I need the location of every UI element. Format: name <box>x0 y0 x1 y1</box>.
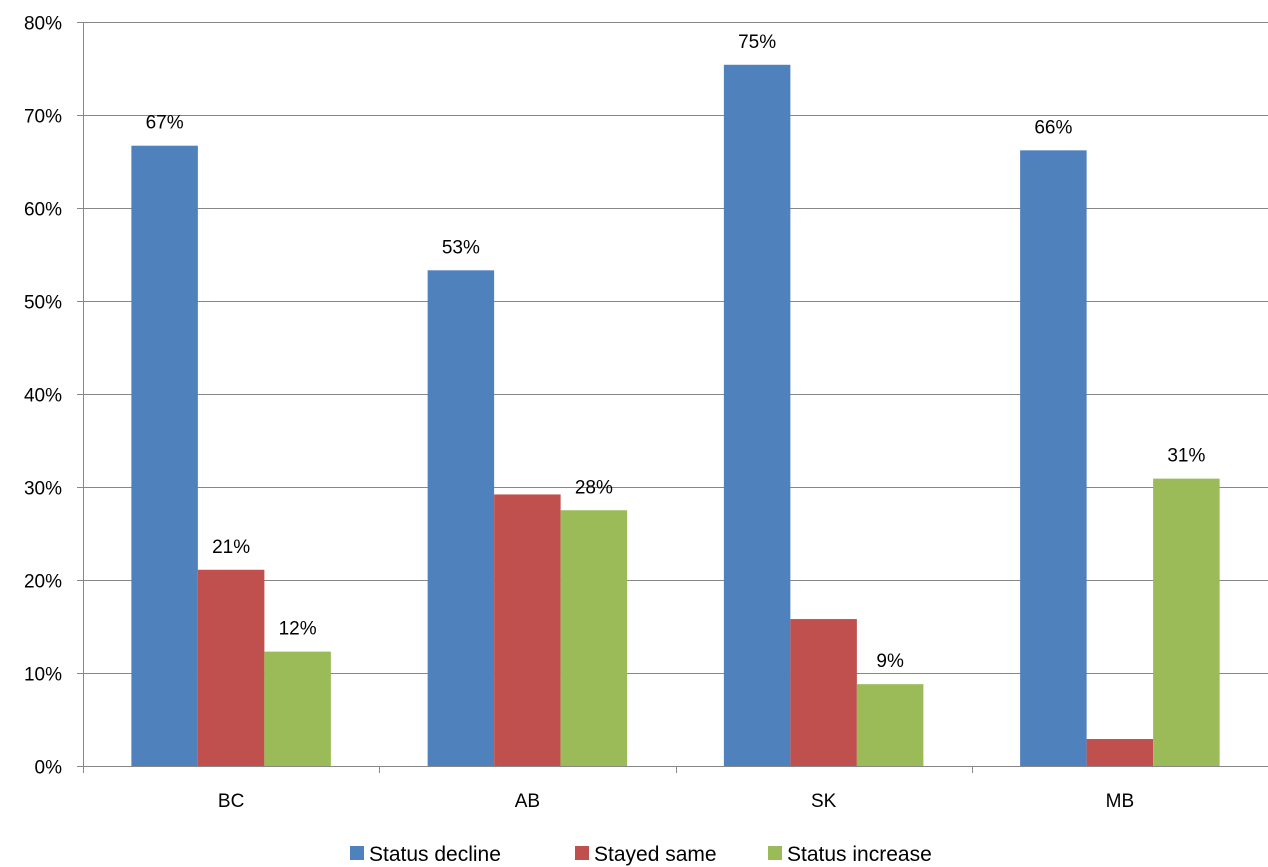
bar <box>1153 478 1220 766</box>
bar <box>560 510 628 766</box>
legend-label: Stayed same <box>594 843 717 866</box>
gridlines <box>83 22 1268 674</box>
bars <box>131 64 1220 767</box>
legend-label: Status decline <box>369 843 501 866</box>
bar <box>494 494 561 766</box>
x-tick-label: MB <box>1106 791 1135 812</box>
bar <box>1086 739 1154 766</box>
y-tick-label: 30% <box>24 479 62 500</box>
bar <box>427 270 495 766</box>
data-label: 53% <box>442 237 480 258</box>
y-tick-label: 10% <box>24 665 62 686</box>
y-tick-label: 80% <box>24 14 62 35</box>
x-tick-label: SK <box>811 791 837 812</box>
data-label: 75% <box>738 32 776 53</box>
data-label: 31% <box>1167 446 1205 467</box>
data-label: 21% <box>212 537 250 558</box>
legend-swatch <box>575 846 589 860</box>
x-tick-label: AB <box>515 791 540 812</box>
data-label: 9% <box>876 651 904 672</box>
bar <box>131 145 198 766</box>
bar <box>1020 150 1087 767</box>
legend-swatch <box>768 846 782 860</box>
y-tick-label: 60% <box>24 200 62 221</box>
y-tick-label: 0% <box>35 758 63 779</box>
bar <box>723 64 791 766</box>
data-label: 66% <box>1034 117 1072 138</box>
axes: 0% 10% 20% 30% 40% 50% 60% 70% 80% BC AB SK MB <box>24 14 1268 812</box>
data-label: 67% <box>146 113 184 134</box>
legend: Status decline Stayed same Status increase <box>350 843 932 866</box>
y-tick-label: 20% <box>24 572 62 593</box>
legend-swatch <box>350 846 364 860</box>
data-labels: 67% 21% 12% 53% 28% 75% 9% 66% 31% <box>146 32 1206 672</box>
legend-label: Status increase <box>787 843 932 866</box>
bar <box>790 619 857 766</box>
x-tick-label: BC <box>218 791 244 812</box>
data-label: 12% <box>279 619 317 640</box>
bar <box>264 651 331 766</box>
bar <box>856 684 924 766</box>
data-label: 28% <box>575 477 613 498</box>
bar <box>197 569 265 766</box>
y-tick-label: 50% <box>24 293 62 314</box>
y-tick-label: 70% <box>24 107 62 128</box>
y-tick-label: 40% <box>24 386 62 407</box>
